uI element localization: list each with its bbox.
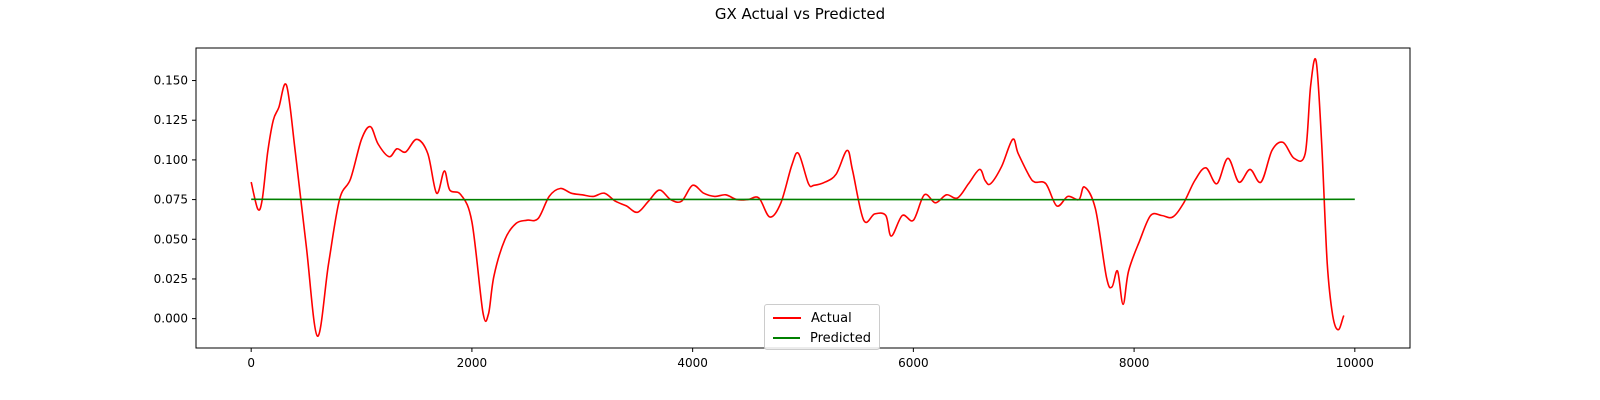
- y-tick-label: 0.025: [154, 272, 188, 286]
- legend-swatch-predicted: [773, 337, 800, 339]
- x-tick-label: 2000: [457, 356, 488, 370]
- legend-label-actual: Actual: [811, 310, 852, 326]
- y-tick-label: 0.075: [154, 193, 188, 207]
- x-tick-label: 8000: [1119, 356, 1150, 370]
- series-lines: [250, 58, 1355, 337]
- x-tick-label: 10000: [1336, 356, 1374, 370]
- y-tick-label: 0.100: [154, 153, 188, 167]
- axes-frame: [195, 47, 1411, 349]
- y-tick-label: 0.125: [154, 113, 188, 127]
- y-tick-label: 0.050: [154, 232, 188, 246]
- legend: Actual Predicted: [764, 304, 880, 350]
- y-tick-label: 0.000: [154, 312, 188, 326]
- x-tick-label: 4000: [677, 356, 708, 370]
- series-line-actual: [250, 58, 1345, 337]
- legend-item-actual: Actual: [773, 308, 871, 328]
- axis-ticks: 0 2000 4000 6000 8000 10000 0.000 0.025 0.050 0.0…: [154, 74, 1374, 370]
- chart-title: GX Actual vs Predicted: [714, 5, 886, 23]
- legend-swatch-actual: [773, 317, 801, 319]
- x-tick-label: 0: [247, 356, 255, 370]
- legend-item-predicted: Predicted: [773, 328, 871, 348]
- x-tick-label: 6000: [898, 356, 929, 370]
- legend-label-predicted: Predicted: [809, 330, 871, 346]
- y-tick-label: 0.150: [154, 74, 188, 88]
